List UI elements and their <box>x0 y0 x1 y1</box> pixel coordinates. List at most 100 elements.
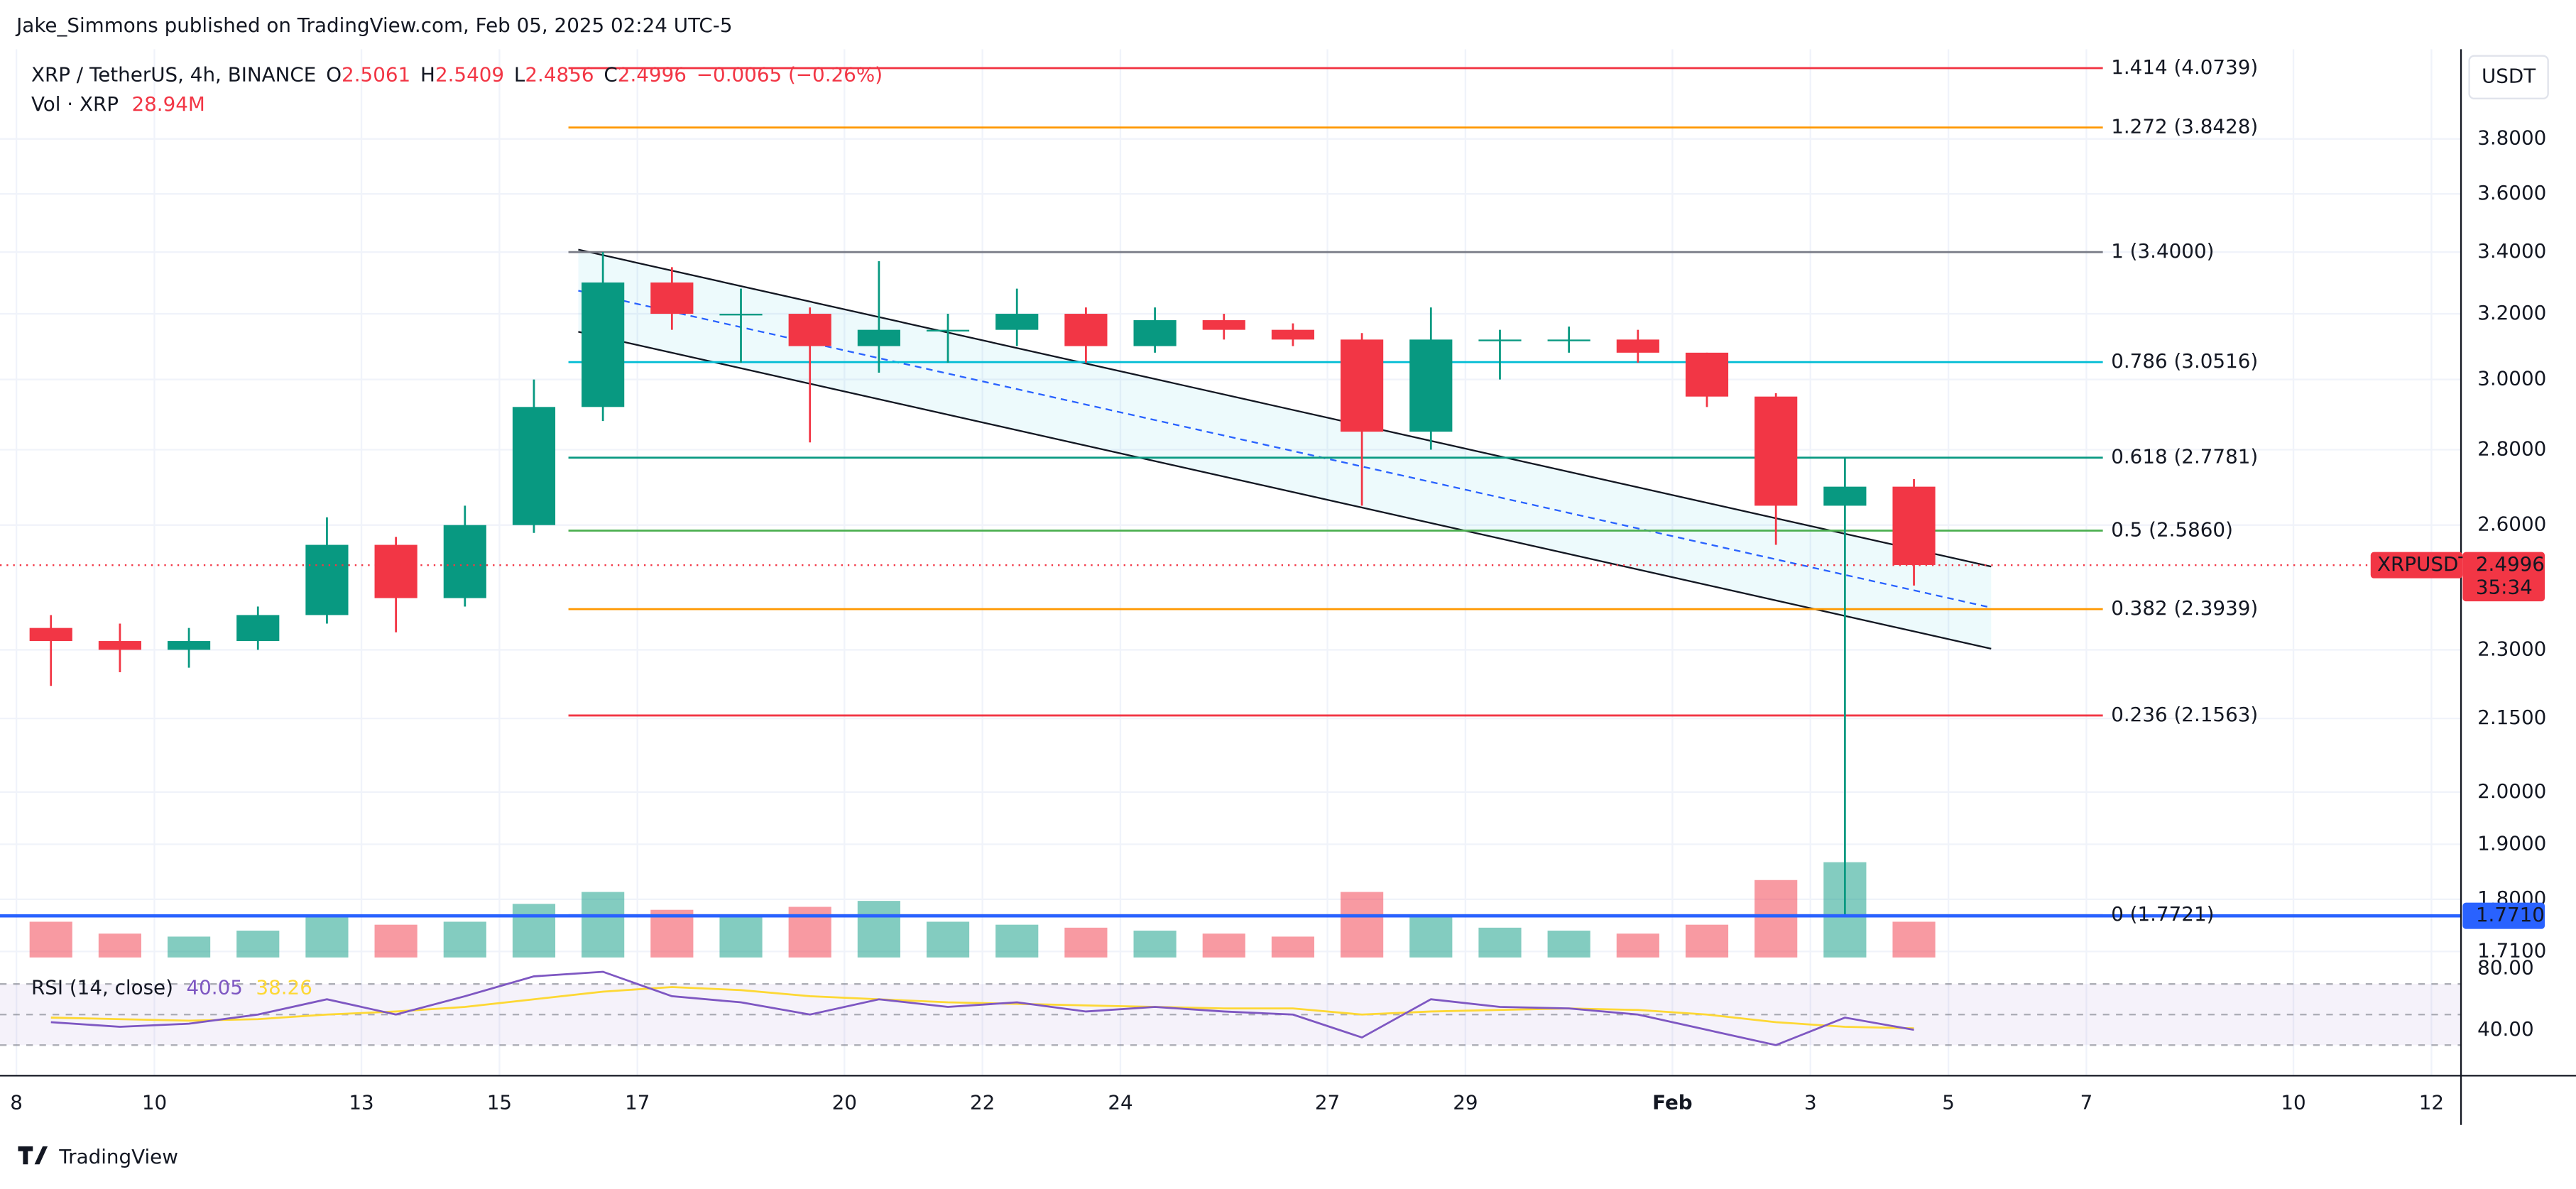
candle-body <box>1271 329 1315 340</box>
rsi-ma-line <box>50 986 1914 1030</box>
rsi-ma-value: 38.26 <box>256 976 312 999</box>
volume-bar <box>1478 927 1522 958</box>
y-tick-label: 1.7100 <box>2477 938 2546 962</box>
candle-body <box>1685 352 1729 397</box>
rsi-legend: RSI (14, close) 40.05 38.26 <box>31 976 312 999</box>
y-tick-label: 1.9000 <box>2477 831 2546 855</box>
o-label: O <box>326 62 342 86</box>
unit-box[interactable] <box>2468 55 2549 99</box>
y-tick-label: 3.0000 <box>2477 367 2546 390</box>
candle-body <box>29 628 72 642</box>
x-tick-label: 5 <box>1942 1091 1955 1114</box>
candle-body <box>1892 486 1936 565</box>
rsi-line <box>50 970 1914 1046</box>
vol-label: Vol · XRP <box>31 92 119 116</box>
open: 2.5061 <box>342 62 410 86</box>
price-tag <box>2462 552 2545 602</box>
volume-bar <box>1685 924 1729 958</box>
x-tick-label: 27 <box>1315 1091 1340 1114</box>
volume-bar <box>29 921 72 958</box>
high: 2.5409 <box>435 62 504 86</box>
volume-bar <box>1754 880 1798 958</box>
x-tick-label: 3 <box>1804 1091 1817 1114</box>
candle-body <box>1547 339 1590 341</box>
x-tick-label: Feb <box>1652 1091 1693 1114</box>
x-tick-label: 7 <box>2080 1091 2093 1114</box>
fib-label: 1.272 (3.8428) <box>2111 115 2258 138</box>
y-tick-label: 2.0000 <box>2477 779 2546 803</box>
volume-bar <box>650 909 694 958</box>
volume-bar <box>1202 933 1245 958</box>
candle-body <box>98 641 141 650</box>
candle-body <box>788 314 831 346</box>
volume-bar <box>1064 927 1108 958</box>
change: −0.0065 (−0.26%) <box>697 62 883 86</box>
symbol: XRP / TetherUS, 4h, BINANCE <box>31 62 316 86</box>
x-tick-label: 10 <box>2281 1091 2305 1114</box>
x-tick-label: 10 <box>142 1091 167 1114</box>
volume-bar <box>305 916 349 958</box>
channel-lower <box>578 331 1992 650</box>
x-tick-label: 29 <box>1453 1091 1478 1114</box>
candle-body <box>719 314 763 316</box>
byline: Jake_Simmons published on TradingView.co… <box>15 13 732 37</box>
x-tick-label: 8 <box>10 1091 23 1114</box>
candle-body <box>1064 314 1108 346</box>
x-tick-label: 15 <box>487 1091 512 1114</box>
volume-bar <box>1341 892 1384 958</box>
logo <box>18 1146 48 1165</box>
support-tag-label: 1.7710 <box>2476 903 2545 926</box>
candle-body <box>168 641 211 650</box>
y-tick-label: 3.8000 <box>2477 126 2546 150</box>
candle-body <box>512 407 556 525</box>
legend: XRP / TetherUS, 4h, BINANCE O2.5061 H2.540… <box>31 62 883 86</box>
close: 2.4996 <box>618 62 687 86</box>
volume-legend: Vol · XRP 28.94M <box>31 92 205 116</box>
fib-label: 0.786 (3.0516) <box>2111 349 2258 373</box>
vol-value: 28.94M <box>131 92 204 116</box>
volume-bar <box>1892 921 1936 958</box>
candle-body <box>1616 339 1659 353</box>
candle-body <box>926 329 970 332</box>
y-tick-label: 2.8000 <box>2477 437 2546 460</box>
volume-bar <box>512 904 556 958</box>
x-tick-label: 20 <box>832 1091 857 1114</box>
h-label: H <box>420 62 435 86</box>
volume-bar <box>168 936 211 958</box>
candle-body <box>1823 486 1867 506</box>
support-tag <box>2462 902 2545 929</box>
volume-bar <box>857 901 900 958</box>
rsi-tick-label: 80.00 <box>2477 956 2533 980</box>
rsi-title: RSI (14, close) <box>31 976 173 999</box>
fib-label: 0.382 (2.3939) <box>2111 596 2258 620</box>
volume-bar <box>582 892 625 958</box>
x-tick-label: 17 <box>625 1091 650 1114</box>
y-tick-label: 3.4000 <box>2477 239 2546 263</box>
volume-bar <box>926 921 970 958</box>
symbol-tag <box>2370 552 2463 579</box>
volume-bar <box>443 921 486 958</box>
volume-bar <box>1409 916 1453 958</box>
volume-bar <box>374 924 417 958</box>
x-tick-label: 12 <box>2419 1091 2444 1114</box>
channel-fill <box>578 249 1992 649</box>
candle-body <box>1202 320 1245 330</box>
candle-body <box>236 615 280 642</box>
channel-upper <box>578 248 1992 568</box>
fib-label: 0 (1.7721) <box>2111 902 2214 926</box>
candle-body <box>582 282 625 407</box>
candle-body <box>1341 339 1384 432</box>
fib-label: 0.236 (2.1563) <box>2111 703 2258 726</box>
fib-label: 1.414 (4.0739) <box>2111 55 2258 79</box>
x-tick-label: 13 <box>349 1091 373 1114</box>
volume-bar <box>1547 931 1590 958</box>
axis-unit: USDT <box>2482 65 2536 88</box>
candle-body <box>374 544 417 598</box>
y-tick-label: 2.6000 <box>2477 513 2546 536</box>
volume-bar <box>1271 936 1315 958</box>
candle-body <box>650 282 694 314</box>
candle-body <box>1409 339 1453 432</box>
fib-label: 0.618 (2.7781) <box>2111 445 2258 469</box>
y-tick-label: 3.6000 <box>2477 181 2546 204</box>
